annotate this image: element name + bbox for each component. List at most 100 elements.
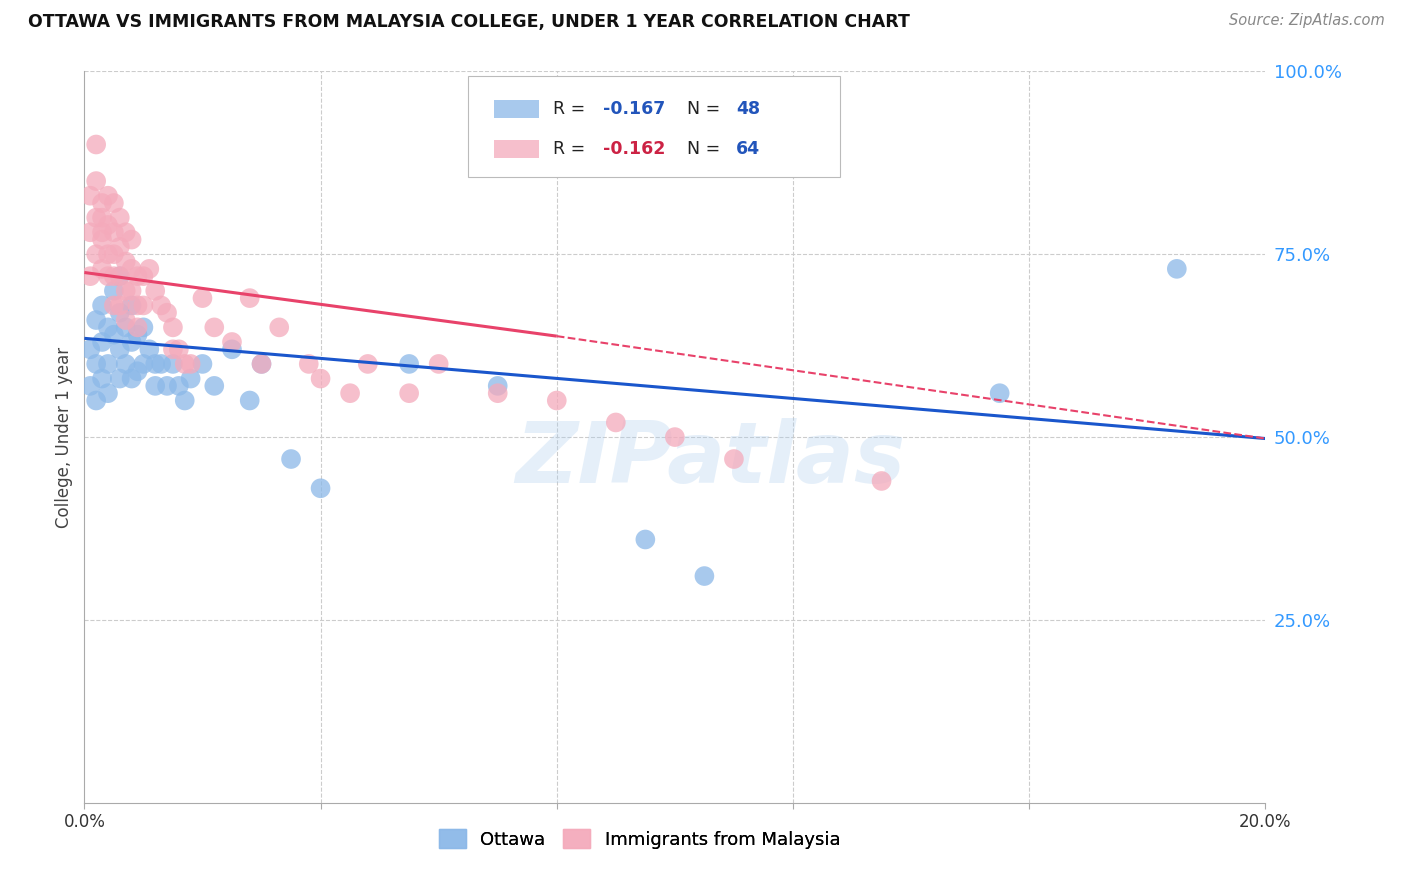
Point — [398, 357, 420, 371]
Point — [84, 137, 107, 152]
Point — [132, 320, 155, 334]
Text: N =: N = — [676, 100, 725, 118]
Point — [108, 240, 131, 254]
Point — [132, 298, 155, 312]
Point — [103, 284, 125, 298]
Point — [156, 379, 179, 393]
Point — [127, 327, 149, 342]
Point — [79, 225, 101, 239]
Point — [114, 320, 136, 334]
Point — [108, 343, 131, 357]
Point — [269, 320, 291, 334]
Point — [127, 269, 149, 284]
Point — [108, 306, 131, 320]
Point — [427, 357, 450, 371]
Point — [84, 393, 107, 408]
Point — [250, 357, 273, 371]
Point — [121, 298, 143, 312]
Point — [108, 269, 131, 284]
Point — [138, 261, 160, 276]
Point — [103, 225, 125, 239]
Point — [309, 481, 332, 495]
Point — [84, 357, 107, 371]
Point — [664, 430, 686, 444]
Point — [121, 334, 143, 349]
Point — [162, 343, 184, 357]
Point — [84, 211, 107, 225]
Text: OTTAWA VS IMMIGRANTS FROM MALAYSIA COLLEGE, UNDER 1 YEAR CORRELATION CHART: OTTAWA VS IMMIGRANTS FROM MALAYSIA COLLE… — [28, 13, 910, 31]
Point — [97, 188, 120, 202]
Point — [398, 386, 420, 401]
Point — [97, 269, 120, 284]
Point — [180, 371, 202, 385]
Point — [97, 218, 120, 232]
Point — [97, 320, 120, 334]
Point — [103, 298, 125, 312]
Point — [84, 174, 107, 188]
Point — [108, 211, 131, 225]
Point — [121, 233, 143, 247]
Point — [84, 313, 107, 327]
Point — [143, 284, 166, 298]
FancyBboxPatch shape — [468, 77, 841, 178]
Point — [91, 211, 114, 225]
Point — [723, 452, 745, 467]
Point — [309, 371, 332, 385]
Point — [79, 343, 101, 357]
Point — [239, 291, 262, 305]
Text: R =: R = — [553, 100, 591, 118]
Point — [103, 196, 125, 211]
Point — [150, 357, 173, 371]
Point — [250, 357, 273, 371]
Y-axis label: College, Under 1 year: College, Under 1 year — [55, 346, 73, 528]
Point — [143, 357, 166, 371]
Point — [91, 298, 114, 312]
Point — [221, 343, 243, 357]
Point — [239, 393, 262, 408]
Point — [97, 386, 120, 401]
Point — [103, 247, 125, 261]
Point — [108, 298, 131, 312]
Point — [221, 334, 243, 349]
Point — [79, 188, 101, 202]
Point — [173, 357, 195, 371]
Legend: Ottawa, Immigrants from Malaysia: Ottawa, Immigrants from Malaysia — [432, 822, 848, 856]
Point — [103, 269, 125, 284]
Point — [486, 379, 509, 393]
Point — [180, 357, 202, 371]
Point — [191, 357, 214, 371]
Point — [202, 379, 225, 393]
Point — [114, 313, 136, 327]
Point — [870, 474, 893, 488]
Point — [167, 379, 190, 393]
Point — [127, 320, 149, 334]
Point — [357, 357, 380, 371]
Point — [1166, 261, 1188, 276]
Point — [138, 343, 160, 357]
FancyBboxPatch shape — [494, 140, 538, 158]
Point — [91, 371, 114, 385]
Text: -0.167: -0.167 — [603, 100, 665, 118]
Point — [202, 320, 225, 334]
Point — [132, 357, 155, 371]
Point — [156, 306, 179, 320]
Point — [988, 386, 1011, 401]
Point — [162, 357, 184, 371]
Point — [114, 254, 136, 268]
Text: 64: 64 — [737, 140, 761, 158]
Text: -0.162: -0.162 — [603, 140, 665, 158]
Point — [127, 364, 149, 378]
Point — [91, 261, 114, 276]
Point — [108, 371, 131, 385]
Point — [91, 334, 114, 349]
Text: R =: R = — [553, 140, 591, 158]
Point — [121, 284, 143, 298]
Point — [108, 269, 131, 284]
Point — [150, 298, 173, 312]
Point — [114, 284, 136, 298]
Point — [634, 533, 657, 547]
Point — [298, 357, 321, 371]
Point — [162, 320, 184, 334]
Text: Source: ZipAtlas.com: Source: ZipAtlas.com — [1229, 13, 1385, 29]
Point — [132, 269, 155, 284]
